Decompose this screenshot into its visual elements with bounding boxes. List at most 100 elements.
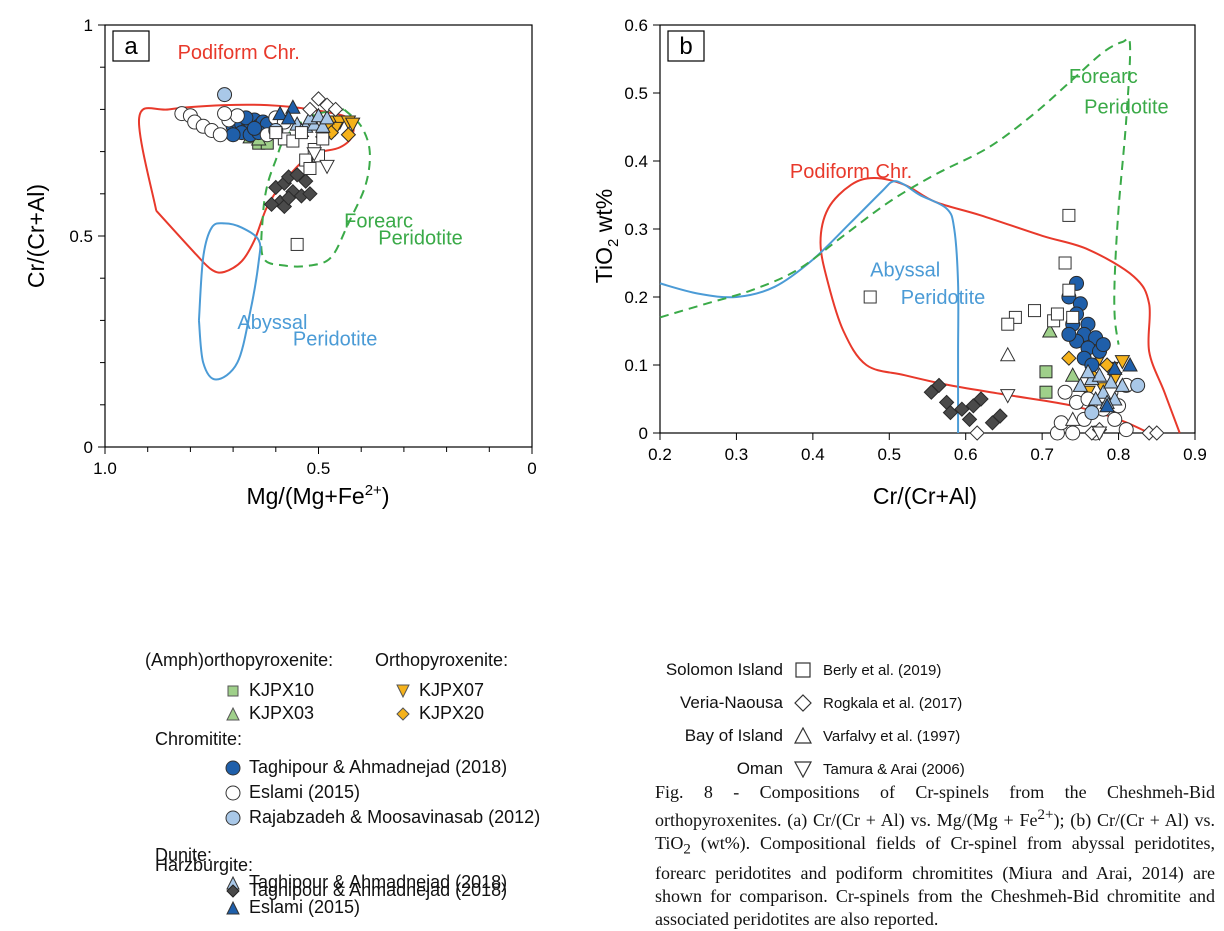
legend-chr-1: Taghipour & Ahmadnejad (2018) <box>225 757 507 778</box>
data-point <box>863 290 877 304</box>
field-label: Abyssal <box>237 312 307 334</box>
data-point <box>1028 304 1041 318</box>
data-point <box>212 127 228 143</box>
data-point <box>319 159 335 175</box>
plot-frame <box>104 24 533 448</box>
legend-dunite-title: Dunite: <box>155 845 213 865</box>
field-label: Podiform Chr. <box>790 161 912 183</box>
x-tick-label: 0.4 <box>801 445 825 464</box>
data-point <box>954 401 970 417</box>
data-point <box>1091 426 1108 442</box>
dark-blue-circle-icon <box>225 760 241 775</box>
podiform-field <box>819 176 1181 434</box>
data-point <box>1080 363 1096 379</box>
data-point <box>1130 377 1146 393</box>
data-point <box>310 91 327 107</box>
grey-diamond-icon <box>226 883 240 898</box>
y-tick-label: 0.3 <box>624 220 648 239</box>
panel-label-box <box>667 30 705 62</box>
data-point <box>225 127 241 143</box>
data-point <box>1057 384 1073 400</box>
open-square-icon <box>795 662 811 678</box>
white-circle-icon <box>225 785 241 800</box>
x-axis-title: Mg/(Mg+Fe2+) <box>246 482 389 509</box>
y-tick-label: 0.1 <box>624 356 648 375</box>
data-point <box>1065 425 1081 441</box>
data-point <box>999 346 1016 362</box>
data-point <box>1087 390 1104 406</box>
x-tick-label: 0.7 <box>1030 445 1054 464</box>
data-point <box>294 126 308 140</box>
legend-oman: Oman Tamura & Arai (2006) <box>736 759 965 778</box>
field-label: Forearc <box>1069 66 1138 88</box>
green-square-icon <box>227 685 239 696</box>
y-tick-label: 0.5 <box>624 84 648 103</box>
legend-kjpx20: KJPX20 <box>395 703 484 724</box>
legend-dun-1: Taghipour & Ahmadnejad (2018) <box>225 872 507 893</box>
field-label: Abyssal <box>870 260 940 282</box>
panel-label: a <box>124 33 138 60</box>
y-tick-label: 0.5 <box>69 227 93 246</box>
data-point <box>246 120 262 136</box>
light-blue-circle-icon <box>225 810 241 825</box>
data-point <box>217 106 233 122</box>
abyssal-field <box>659 180 960 433</box>
data-point <box>340 127 357 143</box>
x-tick-label: 1.0 <box>93 459 117 478</box>
field-label: Forearc <box>344 211 413 233</box>
x-tick-label: 0 <box>527 459 536 478</box>
data-point <box>1114 355 1131 370</box>
chart-a: 1.0 0.5 000.51a Podiform Chr.ForearcPeridot… <box>23 16 537 509</box>
y-tick-label: 0.4 <box>624 152 648 171</box>
y-axis-title: Cr/(Cr+Al) <box>23 184 49 288</box>
y-tick-label: 0.2 <box>624 288 648 307</box>
data-point <box>1062 208 1076 222</box>
figure-caption: Fig. 8 - Compositions of Cr-spinels from… <box>655 782 1215 929</box>
data-point <box>344 117 361 133</box>
y-tick-label: 0 <box>639 424 648 443</box>
data-point <box>1091 367 1108 382</box>
data-point <box>1084 405 1100 421</box>
data-point <box>289 167 305 183</box>
data-point <box>285 99 301 114</box>
data-point <box>1106 390 1123 406</box>
orange-triangle-down-icon <box>396 684 410 698</box>
y-tick-label: 0.6 <box>624 16 648 35</box>
data-point <box>310 107 327 123</box>
data-point <box>306 147 323 162</box>
data-point <box>302 186 318 202</box>
legend-kjpx03: KJPX03 <box>225 703 314 724</box>
data-point <box>1061 350 1077 366</box>
x-tick-label: 0.5 <box>307 459 331 478</box>
green-triangle-icon <box>226 706 240 720</box>
data-point <box>1001 317 1015 331</box>
orange-diamond-icon <box>396 706 410 721</box>
data-point <box>1149 425 1165 441</box>
data-point <box>1099 397 1115 413</box>
legend-harz-1: Taghipour & Ahmadnejad (2018) <box>225 880 507 901</box>
open-diamond-icon <box>794 694 812 712</box>
data-point <box>319 109 335 125</box>
panel-label: b <box>679 33 692 60</box>
legend-chr-2: Eslami (2015) <box>225 782 360 803</box>
forearc-field <box>659 37 1132 345</box>
data-point <box>1064 411 1081 426</box>
data-point <box>1053 415 1069 431</box>
data-point <box>999 389 1016 404</box>
y-tick-label: 1 <box>84 16 93 35</box>
data-point <box>314 118 331 133</box>
data-point <box>1058 256 1072 270</box>
data-point <box>1122 356 1138 372</box>
legend-left: (Amph)orthopyroxenite: Orthopyroxenite: … <box>145 650 565 917</box>
plot-b: 0.2 0.3 0.4 0.5 0.6 0.7 0.8 0.9 0 0.1 0.2 0.3 0.4 0.5… <box>591 16 1207 509</box>
data-point <box>1041 322 1058 338</box>
legend-ortho-title: Orthopyroxenite: <box>375 650 509 670</box>
data-point <box>297 173 314 189</box>
x-axis-title: Cr/(Cr+Al) <box>873 483 977 509</box>
x-tick-label: 0.2 <box>648 445 672 464</box>
legend-chr-3: Rajabzadeh & Moosavinasab (2012) <box>225 807 540 828</box>
chart-b: 0.2 0.3 0.4 0.5 0.6 0.7 0.8 0.9 0 0.1 0.2 0.3 0.4 0.5… <box>591 16 1207 509</box>
podiform-field <box>138 103 355 274</box>
field-label: Peridotite <box>378 227 463 249</box>
field-label: Peridotite <box>1084 96 1169 118</box>
